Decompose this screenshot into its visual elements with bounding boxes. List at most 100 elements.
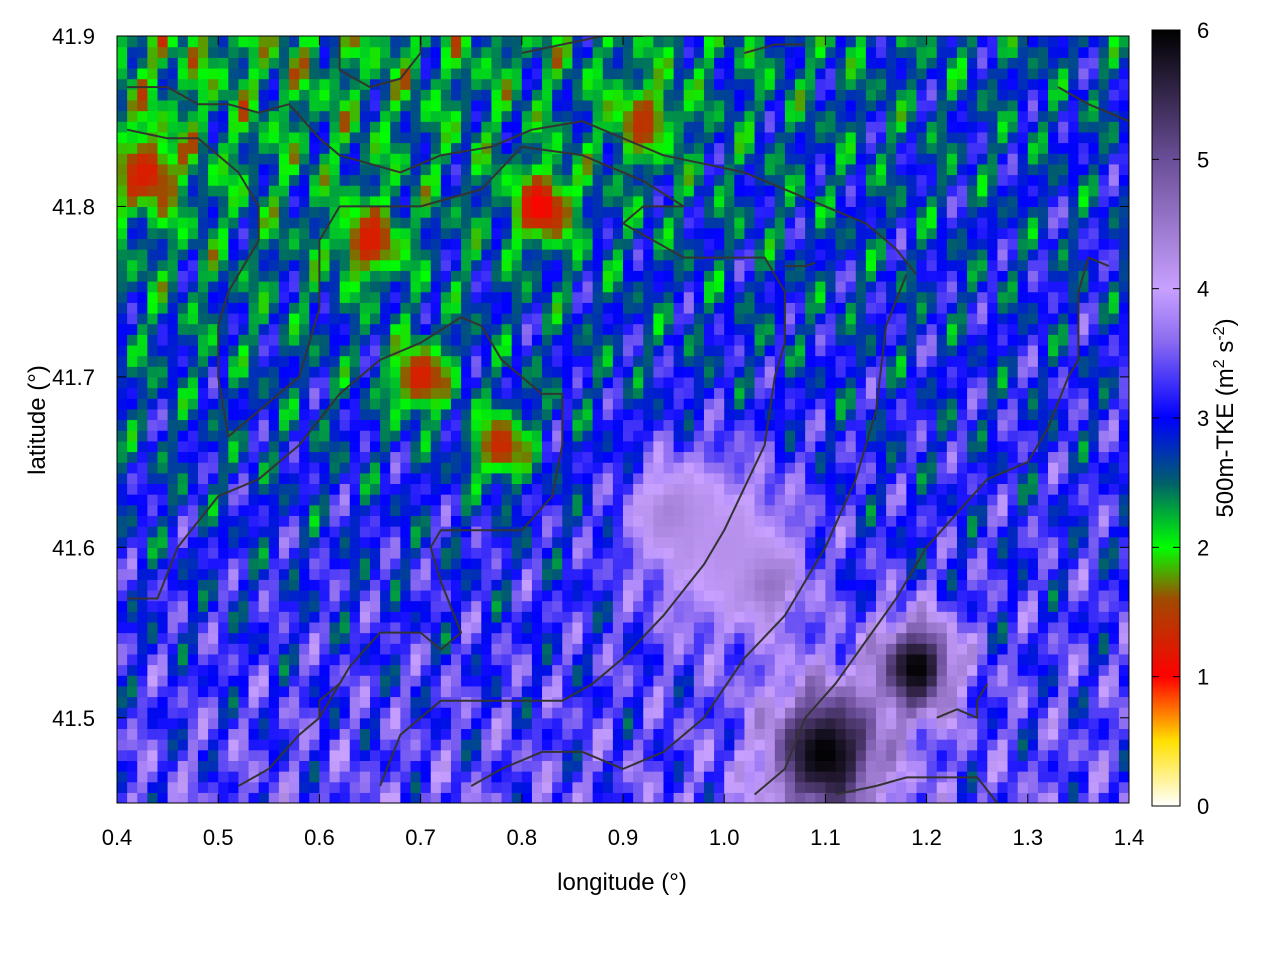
- heatmap-cell: [491, 281, 503, 293]
- heatmap-cell: [835, 557, 847, 570]
- heatmap-cell: [471, 632, 482, 644]
- heatmap-cell: [238, 323, 250, 335]
- heatmap-cell: [228, 621, 240, 634]
- heatmap-cell: [795, 685, 806, 698]
- heatmap-cell: [734, 611, 746, 623]
- heatmap-cell: [278, 653, 290, 666]
- heatmap-cell: [1068, 536, 1079, 548]
- heatmap-cell: [663, 760, 675, 772]
- heatmap-cell: [177, 728, 189, 740]
- heatmap-cell: [501, 664, 513, 676]
- heatmap-cell: [400, 515, 412, 527]
- heatmap-cell: [329, 664, 341, 676]
- heatmap-cell: [774, 291, 786, 303]
- heatmap-cell: [289, 611, 300, 623]
- heatmap-cell: [714, 568, 725, 580]
- heatmap-cell: [805, 728, 816, 740]
- heatmap-cell: [127, 771, 138, 783]
- heatmap-cell: [258, 557, 270, 570]
- heatmap-cell: [764, 451, 776, 463]
- heatmap-cell: [329, 696, 341, 708]
- heatmap-cell: [572, 483, 584, 495]
- heatmap-cell: [542, 557, 553, 570]
- heatmap-cell: [764, 334, 776, 346]
- heatmap-cell: [805, 366, 816, 378]
- heatmap-cell: [1078, 344, 1090, 357]
- heatmap-cell: [987, 664, 999, 676]
- heatmap-cell: [481, 643, 493, 655]
- heatmap-cell: [906, 291, 918, 303]
- heatmap-cell: [734, 685, 746, 698]
- heatmap-cell: [855, 355, 867, 367]
- heatmap-cell: [542, 462, 553, 474]
- heatmap-cell: [926, 781, 938, 793]
- heatmap-cell: [218, 781, 229, 793]
- heatmap-cell: [542, 589, 553, 602]
- heatmap-cell: [370, 419, 381, 431]
- heatmap-cell: [1118, 462, 1129, 474]
- heatmap-cell: [117, 472, 128, 485]
- heatmap-cell: [410, 302, 422, 314]
- heatmap-cell: [926, 749, 938, 761]
- heatmap-cell: [218, 312, 229, 325]
- heatmap-cell: [612, 536, 624, 548]
- heatmap-cell: [805, 643, 816, 655]
- heatmap-cell: [855, 515, 867, 527]
- heatmap-cell: [238, 408, 250, 421]
- heatmap-cell: [795, 281, 806, 293]
- heatmap-cell: [865, 547, 877, 559]
- heatmap-cell: [187, 323, 199, 335]
- heatmap-cell: [916, 749, 928, 761]
- heatmap-cell: [359, 792, 371, 803]
- heatmap-cell: [278, 355, 290, 367]
- heatmap-cell: [936, 366, 948, 378]
- heatmap-cell: [633, 696, 644, 708]
- heatmap-cell: [471, 408, 482, 421]
- heatmap-cell: [663, 494, 675, 506]
- heatmap-cell: [865, 526, 877, 538]
- heatmap-cell: [703, 419, 715, 431]
- heatmap-cell: [673, 366, 685, 378]
- heatmap-cell: [359, 707, 371, 719]
- heatmap-cell: [1048, 515, 1059, 527]
- heatmap-cell: [946, 312, 958, 325]
- heatmap-cell: [228, 440, 240, 453]
- heatmap-cell: [946, 739, 958, 751]
- heatmap-cell: [967, 270, 978, 282]
- heatmap-cell: [542, 451, 553, 463]
- heatmap-cell: [612, 440, 624, 453]
- heatmap-cell: [946, 611, 958, 623]
- heatmap-cell: [1058, 462, 1069, 474]
- heatmap-cell: [896, 451, 907, 463]
- heatmap-cell: [1068, 366, 1079, 378]
- heatmap-cell: [1037, 675, 1049, 687]
- heatmap-cell: [1098, 728, 1110, 740]
- heatmap-cell: [693, 611, 705, 623]
- heatmap-cell: [309, 472, 320, 485]
- heatmap-cell: [137, 398, 148, 410]
- heatmap-cell: [117, 344, 128, 357]
- heatmap-cell: [420, 792, 432, 803]
- heatmap-cell: [430, 312, 442, 325]
- heatmap-cell: [117, 621, 128, 634]
- heatmap-cell: [1108, 281, 1120, 293]
- heatmap-cell: [390, 270, 401, 282]
- heatmap-cell: [886, 302, 897, 314]
- heatmap-cell: [501, 398, 513, 410]
- heatmap-cell: [673, 760, 685, 772]
- heatmap-cell: [1118, 685, 1129, 698]
- heatmap-cell: [673, 291, 685, 303]
- heatmap-cell: [734, 664, 746, 676]
- heatmap-cell: [420, 462, 432, 474]
- heatmap-cell: [370, 547, 381, 559]
- heatmap-cell: [1037, 334, 1049, 346]
- heatmap-cell: [1037, 749, 1049, 761]
- heatmap-cell: [703, 600, 715, 612]
- heatmap-cell: [946, 270, 958, 282]
- heatmap-cell: [1058, 302, 1069, 314]
- heatmap-cell: [876, 312, 887, 325]
- heatmap-cell: [471, 621, 482, 634]
- heatmap-cell: [167, 792, 179, 803]
- heatmap-cell: [329, 760, 341, 772]
- heatmap-cell: [582, 739, 594, 751]
